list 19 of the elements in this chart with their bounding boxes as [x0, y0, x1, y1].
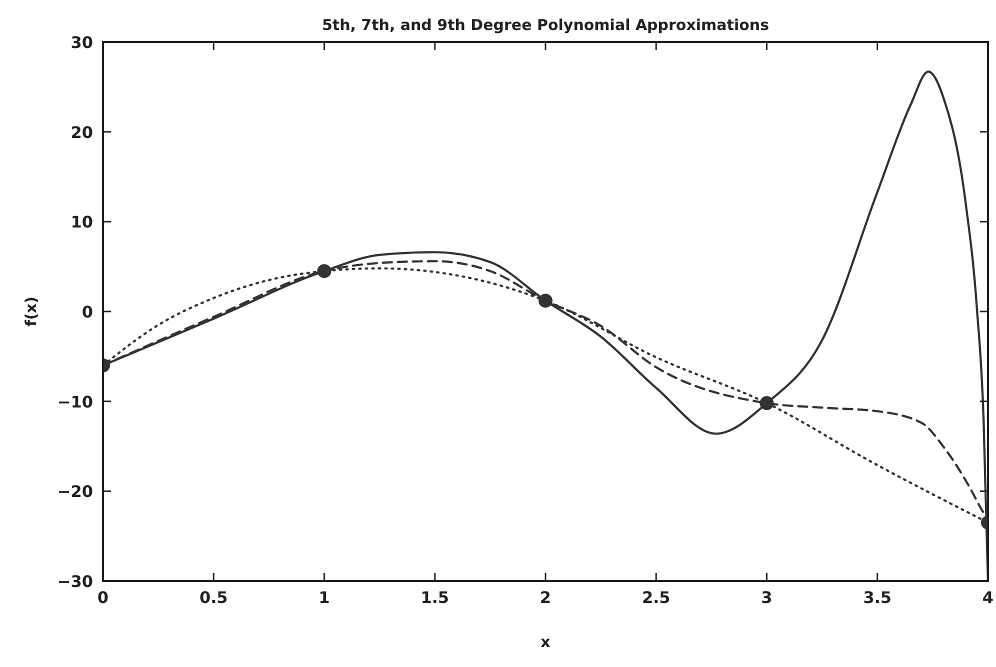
y-tick-label: −10: [57, 392, 93, 412]
x-tick-label: 1.5: [420, 588, 450, 607]
x-tick-label: 0: [97, 588, 109, 607]
x-axis-title: x: [540, 633, 551, 651]
x-tick-label: 0.5: [199, 588, 228, 607]
x-tick-label: 4: [982, 588, 994, 607]
y-tick-label: 20: [70, 122, 93, 142]
x-tick-label: 1: [318, 588, 330, 607]
x-tick-label: 2: [540, 588, 552, 607]
y-tick-label: −20: [57, 482, 93, 502]
y-axis-title: f(x): [22, 296, 40, 326]
chart-title: 5th, 7th, and 9th Degree Polynomial Approximations: [322, 16, 770, 34]
y-tick-label: −30: [57, 572, 93, 591]
y-tick-label: 10: [70, 212, 93, 232]
x-tick-label: 3.5: [863, 588, 892, 607]
x-tick-label: 3: [761, 588, 772, 607]
x-tick-label: 2.5: [642, 588, 670, 607]
y-tick-label: 30: [70, 33, 93, 52]
y-tick-label: 0: [82, 302, 93, 322]
